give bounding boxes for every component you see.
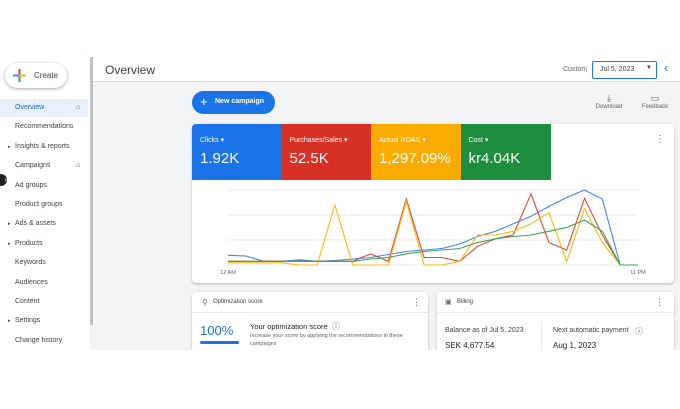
scrollbar bbox=[90, 57, 93, 325]
collapse-button[interactable]: ‹ bbox=[664, 61, 668, 75]
nav-item[interactable]: Change history bbox=[0, 332, 88, 350]
nav-item[interactable]: Ads & assets ▸ bbox=[0, 215, 88, 233]
billing-card: ▣ Billing ⋮ Balance as of Jul 5, 2023 SE… bbox=[437, 292, 674, 350]
x-tick-label: 12 AM bbox=[220, 270, 236, 276]
nav-label: Change history bbox=[15, 336, 63, 344]
metric-label-text: Actual ROAS bbox=[379, 137, 421, 144]
series-line bbox=[227, 189, 638, 266]
optimization-score: 100% bbox=[200, 323, 234, 338]
download-label: Download bbox=[595, 104, 623, 110]
score-bar bbox=[200, 341, 239, 344]
nav-label: Recommendations bbox=[15, 123, 74, 131]
nav-arrow: ▸ bbox=[8, 143, 11, 150]
download-button[interactable]: ⤓ Download bbox=[595, 93, 623, 110]
next-payment-date: Aug 1, 2023 bbox=[553, 341, 597, 350]
metric-tile[interactable]: Actual ROAS ▾ 1,297.09% bbox=[371, 124, 461, 180]
metric-tile[interactable]: Clicks ▾ 1.92K bbox=[192, 124, 282, 180]
nav-label: Overview bbox=[15, 104, 45, 111]
optimization-title: Optimization score bbox=[213, 299, 263, 305]
nav-label: Audiences bbox=[15, 278, 48, 286]
nav-item[interactable]: Overview ⌂ bbox=[0, 99, 88, 117]
nav-item[interactable]: Ad groups bbox=[0, 177, 88, 195]
nav-item[interactable]: Insights & reports ▸ bbox=[0, 138, 88, 156]
custom-label: Custom bbox=[563, 66, 588, 73]
header bbox=[93, 57, 680, 82]
balance-value: SEK 4,677.54 bbox=[445, 341, 495, 350]
nav-item[interactable]: Product groups bbox=[0, 196, 88, 214]
series-line bbox=[228, 192, 638, 266]
nav-label: Content bbox=[15, 298, 40, 305]
metric-label-text: Clicks bbox=[200, 137, 219, 144]
series-line bbox=[228, 219, 638, 266]
nav-label: Product groups bbox=[15, 201, 63, 208]
create-label: Create bbox=[34, 71, 59, 80]
metric-label: Purchases/Sales ▾ bbox=[289, 137, 348, 144]
x-tick-label: 11 PM bbox=[630, 270, 646, 276]
metric-value: 1.92K bbox=[200, 150, 240, 167]
nav-arrow: ▸ bbox=[8, 221, 11, 228]
nav-item[interactable]: Content bbox=[0, 293, 88, 311]
nav-item[interactable]: Keywords bbox=[0, 254, 88, 272]
nav-label: Ad groups bbox=[15, 181, 47, 189]
nav-arrow: ▸ bbox=[8, 318, 11, 325]
feedback-button[interactable]: ▭ Feedback bbox=[641, 93, 669, 110]
feedback-label: Feedback bbox=[641, 104, 669, 110]
metric-value: kr4.04K bbox=[468, 150, 521, 167]
metric-label-text: Cost bbox=[468, 137, 483, 144]
date-label: Jul 5, 2023 bbox=[600, 66, 635, 73]
metric-tile[interactable]: Purchases/Sales ▾ 52.5K bbox=[281, 124, 372, 180]
metric-tile[interactable]: Cost ▾ kr4.04K bbox=[460, 124, 551, 180]
create-button[interactable]: Create bbox=[5, 63, 67, 88]
billing-title: Billing bbox=[457, 299, 474, 305]
nav-item[interactable]: Settings ▸ bbox=[0, 312, 88, 330]
balance-label: Balance as of Jul 5, 2023 bbox=[445, 327, 524, 334]
nav-label: Ads & assets bbox=[15, 220, 56, 228]
date-picker[interactable]: Jul 5, 2023 ▼ bbox=[592, 61, 657, 79]
new-campaign-label: New campaign bbox=[215, 98, 265, 105]
next-payment-label: Next automatic payment bbox=[553, 327, 629, 334]
nav-item[interactable]: Campaigns ⌂ bbox=[0, 157, 88, 175]
metric-label-text: Purchases/Sales bbox=[289, 137, 343, 144]
nav-item[interactable]: Audiences bbox=[0, 274, 88, 292]
metric-label: Actual ROAS ▾ bbox=[379, 137, 426, 144]
metric-label: Cost ▾ bbox=[468, 137, 489, 144]
more-button[interactable]: ⋮ bbox=[655, 134, 665, 145]
metric-label: Clicks ▾ bbox=[200, 137, 225, 144]
nav-label: Settings bbox=[15, 317, 41, 325]
nav-icon: ⌂ bbox=[76, 162, 81, 170]
expand-button[interactable]: › bbox=[0, 174, 7, 186]
chart: 12 AM 11 PM bbox=[220, 189, 646, 276]
app: Create Overview ⌂ Recommendations Insights … bbox=[0, 57, 680, 350]
new-campaign-button[interactable]: + New campaign bbox=[192, 91, 275, 114]
chart-card: Clicks ▾ 1.92K Purchases/Sales ▾ 52.5K Actua… bbox=[192, 124, 674, 283]
nav-arrow: ▸ bbox=[8, 240, 11, 247]
nav-item[interactable]: Products ▸ bbox=[0, 235, 88, 253]
optimization-text: Increase your score by applying the reco… bbox=[250, 333, 403, 347]
nav-label: Campaigns bbox=[15, 162, 51, 170]
optimization-card: ⚲ Optimization score ⋮ 100% Your optimiz… bbox=[192, 292, 428, 350]
nav-item[interactable]: Recommendations bbox=[0, 118, 88, 136]
nav-label: Products bbox=[15, 239, 43, 247]
optimization-heading: Your optimization score bbox=[250, 322, 328, 331]
metric-value: 1,297.09% bbox=[379, 150, 451, 167]
series-line bbox=[228, 199, 638, 266]
plus-icon bbox=[13, 69, 26, 82]
metric-value: 52.5K bbox=[289, 150, 329, 167]
nav-icon: ⌂ bbox=[76, 104, 81, 111]
nav-label: Keywords bbox=[15, 259, 46, 267]
nav-label: Insights & reports bbox=[15, 142, 70, 150]
page-title: Overview bbox=[105, 63, 156, 77]
